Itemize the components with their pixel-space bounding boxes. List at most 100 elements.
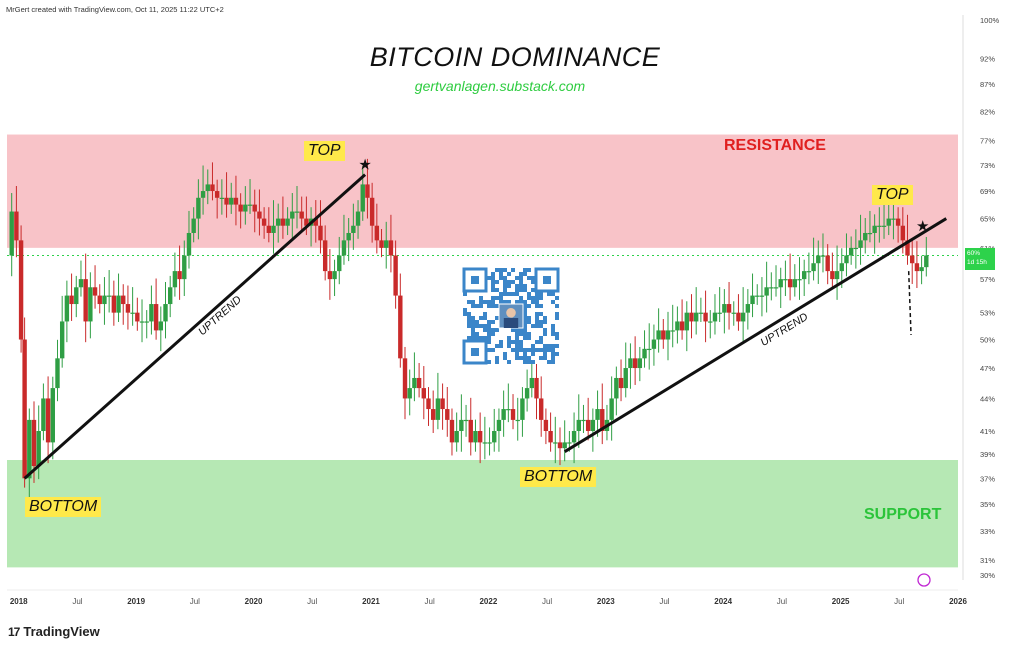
x-tick-label: Jul: [777, 597, 787, 606]
y-tick-label: 30%: [980, 571, 995, 580]
qr-module: [555, 312, 559, 316]
x-tick-label: Jul: [894, 597, 904, 606]
qr-module: [535, 348, 539, 352]
qr-module: [467, 320, 471, 324]
candle-body: [257, 211, 262, 219]
qr-module: [507, 340, 511, 344]
candle-body: [102, 295, 107, 305]
candle-body: [581, 419, 586, 422]
y-tick-label: 44%: [980, 394, 995, 403]
qr-module: [551, 300, 555, 304]
star-marker-icon: ★: [358, 156, 371, 174]
candle-body: [276, 218, 281, 226]
candle-body: [590, 419, 596, 432]
qr-module: [527, 320, 531, 324]
qr-module: [535, 324, 539, 328]
qr-module: [555, 352, 559, 356]
qr-module: [551, 356, 555, 360]
qr-module: [487, 300, 491, 304]
qr-module: [471, 328, 475, 332]
candle-body: [905, 240, 910, 256]
qr-module: [495, 360, 499, 364]
qr-module: [531, 324, 535, 328]
header-credit: MrGert created with TradingView.com, Oct…: [6, 5, 224, 14]
qr-module: [527, 276, 531, 280]
qr-module: [519, 300, 523, 304]
qr-module: [555, 304, 559, 308]
candle-body: [238, 204, 243, 212]
candle-body: [200, 191, 206, 198]
x-tick-label: Jul: [542, 597, 552, 606]
qr-module: [491, 300, 495, 304]
y-tick-label: 33%: [980, 527, 995, 536]
qr-module: [487, 360, 491, 364]
qr-module: [467, 312, 471, 316]
candle-body: [322, 240, 328, 272]
qr-module: [555, 316, 559, 320]
candle-body: [600, 409, 605, 432]
candle-body: [755, 295, 760, 297]
candle-body: [769, 287, 774, 289]
qr-module: [535, 312, 539, 316]
candle-body: [27, 419, 32, 479]
x-tick-label: Jul: [307, 597, 317, 606]
candle-body: [243, 204, 248, 212]
candle-body: [750, 295, 755, 305]
qr-module: [467, 300, 471, 304]
qr-module: [487, 320, 491, 324]
candle-body: [426, 398, 431, 410]
qr-module: [487, 328, 491, 332]
qr-finder: [462, 267, 488, 293]
candle-body: [628, 358, 633, 369]
qr-module: [523, 332, 527, 336]
candle-body: [689, 312, 694, 322]
candle-body: [111, 295, 117, 313]
candle-body: [820, 255, 826, 257]
qr-module: [475, 304, 479, 308]
candle-body: [886, 218, 891, 226]
candle-body: [191, 218, 196, 233]
candle-body: [670, 330, 675, 332]
candle-body: [863, 232, 868, 241]
qr-module: [491, 272, 495, 276]
candle-body: [9, 211, 14, 256]
candle-body: [487, 442, 492, 444]
candle-body: [872, 225, 877, 233]
x-tick-label: 2018: [10, 597, 28, 606]
qr-module: [487, 276, 491, 280]
candle-body: [163, 304, 168, 322]
uptrend-line-1: [23, 173, 367, 480]
qr-module: [515, 344, 519, 348]
y-tick-label: 73%: [980, 161, 995, 170]
candle-body: [764, 287, 769, 296]
uptrend-label-1: UPTREND: [196, 294, 244, 338]
qr-module: [499, 272, 503, 276]
top-label-right: TOP: [872, 185, 913, 205]
y-tick-label: 65%: [980, 215, 995, 224]
qr-module: [515, 328, 519, 332]
current-price-tag: 60% 1d 15h: [965, 248, 995, 270]
candle-body: [557, 442, 563, 449]
qr-module: [535, 292, 539, 296]
chart-subtitle-link[interactable]: gertvanlagen.substack.com: [414, 78, 586, 94]
qr-module: [551, 344, 555, 348]
qr-module: [507, 292, 511, 296]
x-tick-label: 2023: [597, 597, 615, 606]
candle-body: [731, 312, 736, 314]
qr-module: [471, 324, 475, 328]
qr-module: [543, 332, 547, 336]
candle-body: [14, 211, 19, 241]
qr-module: [503, 280, 507, 284]
qr-module: [547, 360, 551, 364]
qr-module: [523, 360, 527, 364]
candle-body: [318, 225, 323, 241]
qr-module: [531, 280, 535, 284]
candle-body: [529, 377, 535, 389]
qr-module: [507, 344, 511, 348]
qr-module: [467, 336, 471, 340]
qr-module: [475, 324, 479, 328]
x-tick-label: 2019: [127, 597, 145, 606]
qr-module: [471, 332, 475, 336]
y-tick-label: 87%: [980, 80, 995, 89]
qr-module: [499, 276, 503, 280]
